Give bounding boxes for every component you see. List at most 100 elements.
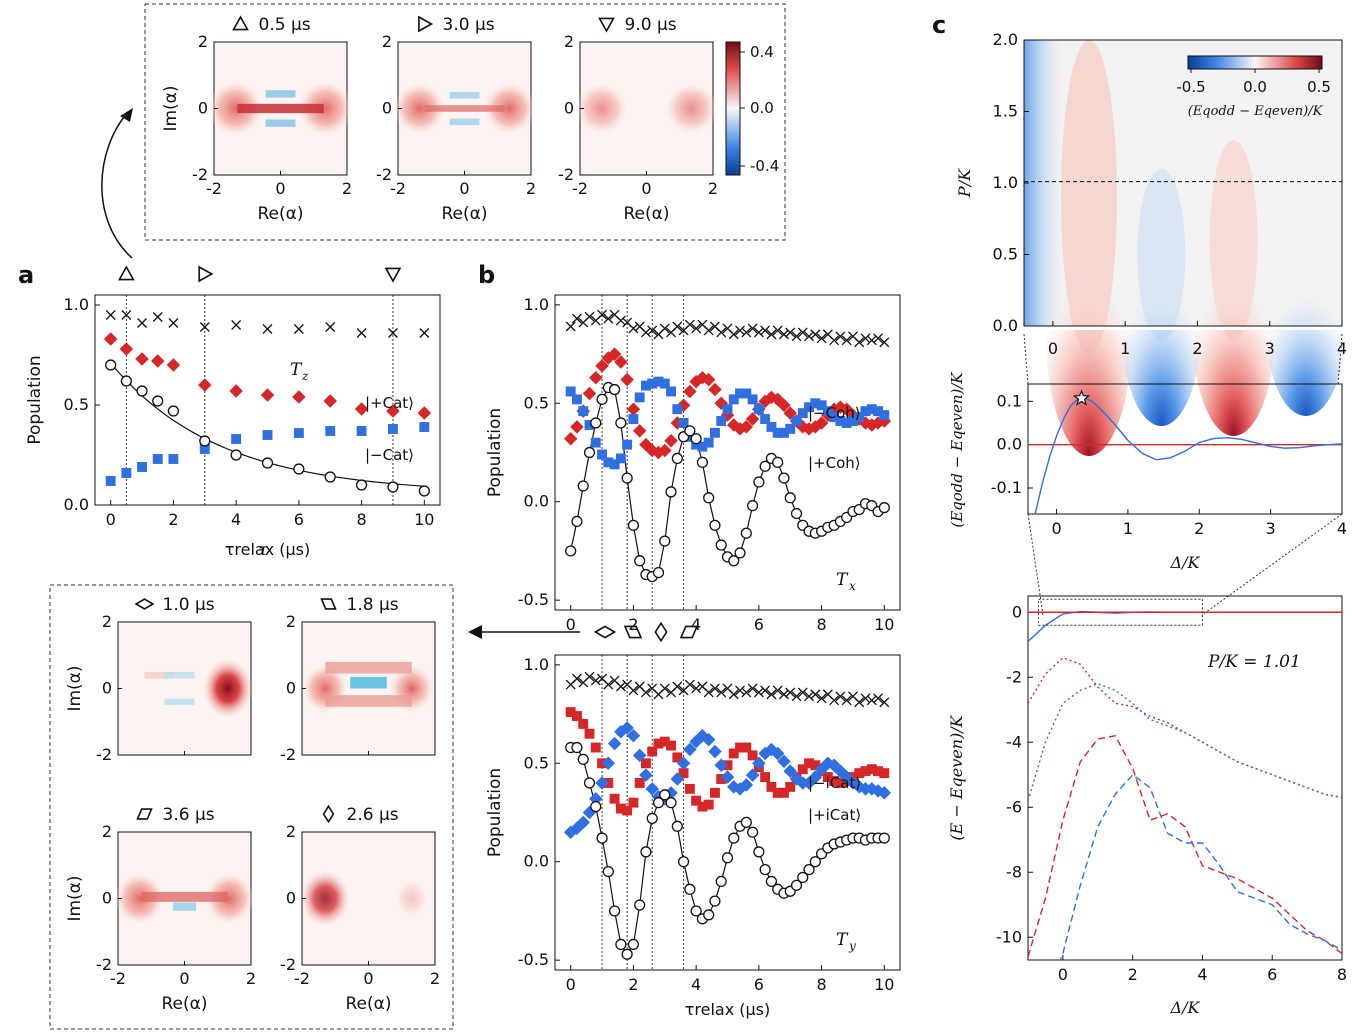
series-2-point — [735, 388, 745, 399]
legend-marker-diamond-wide — [593, 625, 617, 639]
y-tick-label: 1.0 — [524, 295, 549, 314]
x-tick-label: 2 — [1128, 965, 1138, 984]
series-1-point — [589, 370, 603, 385]
series-2-point — [714, 758, 728, 772]
y-axis-label: Population — [25, 355, 45, 444]
x-tick-label: 10 — [414, 510, 434, 529]
series-3-point — [746, 500, 759, 512]
series-0-point — [753, 687, 764, 698]
wigner-top-panels: -2 0 2 Re(α) 2 0 -2 Im(α) 0.5 μs -2 0 2 Re(α) 2 0 -2 3.0… — [161, 15, 779, 224]
x-tick-label: 8 — [1337, 965, 1347, 984]
wigner-title-marker — [418, 15, 434, 33]
series-2-point — [666, 386, 676, 397]
series-0-point — [628, 685, 639, 696]
series-2-point — [760, 414, 771, 424]
y-tick-label: -2 — [280, 955, 296, 974]
y-tick-label: -0.5 — [518, 950, 549, 969]
series-3-point — [136, 385, 148, 397]
series-1-point — [777, 398, 791, 412]
series-3-point — [652, 797, 665, 809]
series-1-point — [565, 707, 576, 718]
x-tick-label: 2 — [628, 975, 638, 994]
y-axis-label: Im(α) — [65, 875, 85, 921]
wigner-lobe-right — [297, 80, 354, 137]
series-2-point — [753, 404, 764, 415]
y-tick-label: 1.0 — [993, 173, 1018, 192]
panel-c-middle-plot: 0 1 2 3 4 0.1 0.0 -0.1 Δ/K (Eqodd − Eqeven)/K — [948, 372, 1347, 616]
series-1-point — [739, 420, 754, 434]
y-tick-label: -10 — [996, 927, 1022, 946]
x-tick-label: 4 — [231, 510, 241, 529]
series-1-point — [860, 766, 871, 777]
colorbar-tick-label: 0.5 — [1307, 78, 1331, 96]
time-marker-triangle-down — [384, 267, 402, 283]
wigner-title-marker — [134, 598, 155, 610]
wigner-distribution — [144, 658, 253, 719]
series-1-point — [810, 760, 821, 771]
series-2-point — [708, 744, 722, 759]
series-1-point — [386, 404, 400, 418]
series-0-point — [571, 673, 582, 684]
series-3-point — [721, 852, 734, 864]
series-0-point — [684, 679, 695, 690]
series-3-point — [690, 905, 702, 917]
panel-label-c: c — [932, 11, 946, 39]
y-tick-label: 0 — [286, 889, 296, 908]
wigner-fringe-top — [449, 91, 480, 99]
series-2-point — [816, 400, 827, 411]
colorbar — [1187, 55, 1323, 70]
series-3-point — [571, 515, 583, 528]
wigner-lobe-right — [204, 871, 255, 926]
series-3-point — [734, 547, 746, 559]
series-1-point — [260, 388, 275, 402]
series-1-point — [703, 799, 714, 810]
y-axis-label: Im(α) — [65, 665, 85, 711]
x-tick-label: 8 — [356, 510, 366, 529]
x-tick-label: -2 — [206, 179, 222, 198]
series-1-point — [229, 384, 243, 398]
wigner-fringe-bottom — [172, 902, 197, 911]
wigner-center-blue — [350, 676, 387, 689]
y-tick-label: -2 — [280, 745, 296, 764]
y-tick-label: 2 — [102, 612, 112, 631]
series-2-point — [607, 736, 622, 751]
series-2-point — [597, 449, 607, 460]
series-3-point — [759, 863, 771, 876]
series-0-point — [785, 687, 796, 698]
series-0-point — [816, 333, 827, 344]
series-3-point — [596, 393, 608, 405]
plot-frame — [1027, 595, 1343, 961]
series-1-point — [609, 793, 620, 804]
series-3-point — [634, 555, 646, 567]
series-0-point — [797, 687, 808, 698]
series-0-point — [778, 329, 789, 340]
legend-marker-parallelogram-right — [623, 625, 643, 639]
series-2-point — [645, 782, 659, 796]
series-1-point — [620, 372, 634, 387]
x-tick-label: -2 — [110, 969, 126, 988]
x-axis-label: Re(α) — [162, 994, 208, 1014]
series-group — [1028, 610, 1342, 960]
wigner-distribution — [575, 81, 718, 136]
y-tick-label: -2 — [96, 955, 112, 974]
series-0-point — [659, 323, 670, 334]
wigner-fringe-center — [237, 103, 324, 114]
series-0-point — [854, 337, 865, 348]
x-tick-label: 4 — [1197, 965, 1207, 984]
series-0-point — [199, 322, 210, 332]
series-2-point — [741, 388, 752, 399]
series-1-point — [760, 772, 771, 783]
series-0-point — [325, 322, 336, 332]
wigner-title-marker — [598, 17, 615, 33]
series-0-point — [841, 335, 852, 346]
series-3-point — [627, 519, 640, 531]
series-3-point — [665, 797, 677, 809]
series-2-point — [728, 394, 739, 405]
series-2-point — [683, 742, 697, 757]
zoom-rect — [1037, 598, 1203, 626]
series-2-point — [262, 430, 273, 440]
series-3-point — [571, 741, 583, 754]
series-1-point — [653, 738, 664, 749]
series-0-point — [168, 318, 179, 328]
